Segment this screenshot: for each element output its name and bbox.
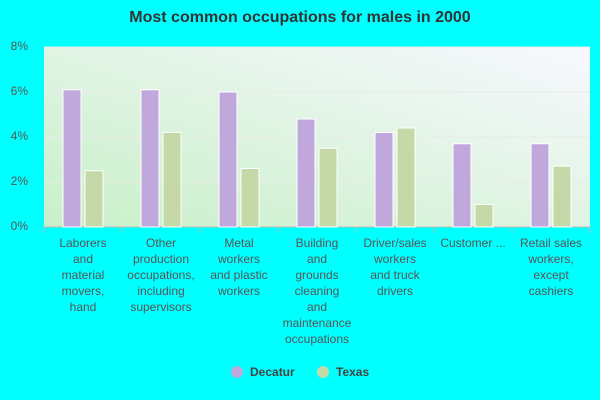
- bar: [162, 132, 182, 228]
- bar: [84, 170, 104, 228]
- y-tick-label: 6%: [11, 84, 29, 98]
- x-tick-label: Driver/sales workers and truck drivers: [363, 236, 426, 298]
- chart-title: Most common occupations for males in 200…: [129, 9, 471, 26]
- y-tick-label: 0%: [11, 219, 29, 233]
- bar: [396, 127, 416, 228]
- legend-marker: [231, 366, 243, 378]
- bar: [218, 91, 238, 228]
- x-tick-label: Building and grounds cleaning and maintenance…: [283, 236, 352, 346]
- bar: [530, 143, 550, 228]
- bar: [452, 143, 472, 228]
- y-tick-label: 2%: [11, 174, 29, 188]
- bar: [318, 147, 338, 228]
- bar: [552, 165, 572, 228]
- bar: [296, 118, 316, 228]
- legend-label: Texas: [336, 365, 369, 379]
- y-tick-label: 8%: [11, 39, 29, 53]
- x-tick-label: Laborers and material movers, hand: [59, 236, 106, 314]
- x-tick-label: Metal workers and plastic workers: [210, 236, 267, 298]
- legend-marker: [317, 366, 329, 378]
- y-tick-label: 4%: [11, 129, 29, 143]
- bar: [374, 132, 394, 228]
- x-tick-label: Retail sales workers, except cashiers: [520, 236, 582, 298]
- legend-label: Decatur: [250, 365, 295, 379]
- x-tick-label: Other production occupations, including supe…: [127, 236, 194, 314]
- bar: [240, 168, 260, 228]
- bar: [474, 204, 494, 228]
- bar: [140, 89, 160, 228]
- bar: [62, 89, 82, 228]
- x-tick-label: Customer ...: [440, 236, 505, 250]
